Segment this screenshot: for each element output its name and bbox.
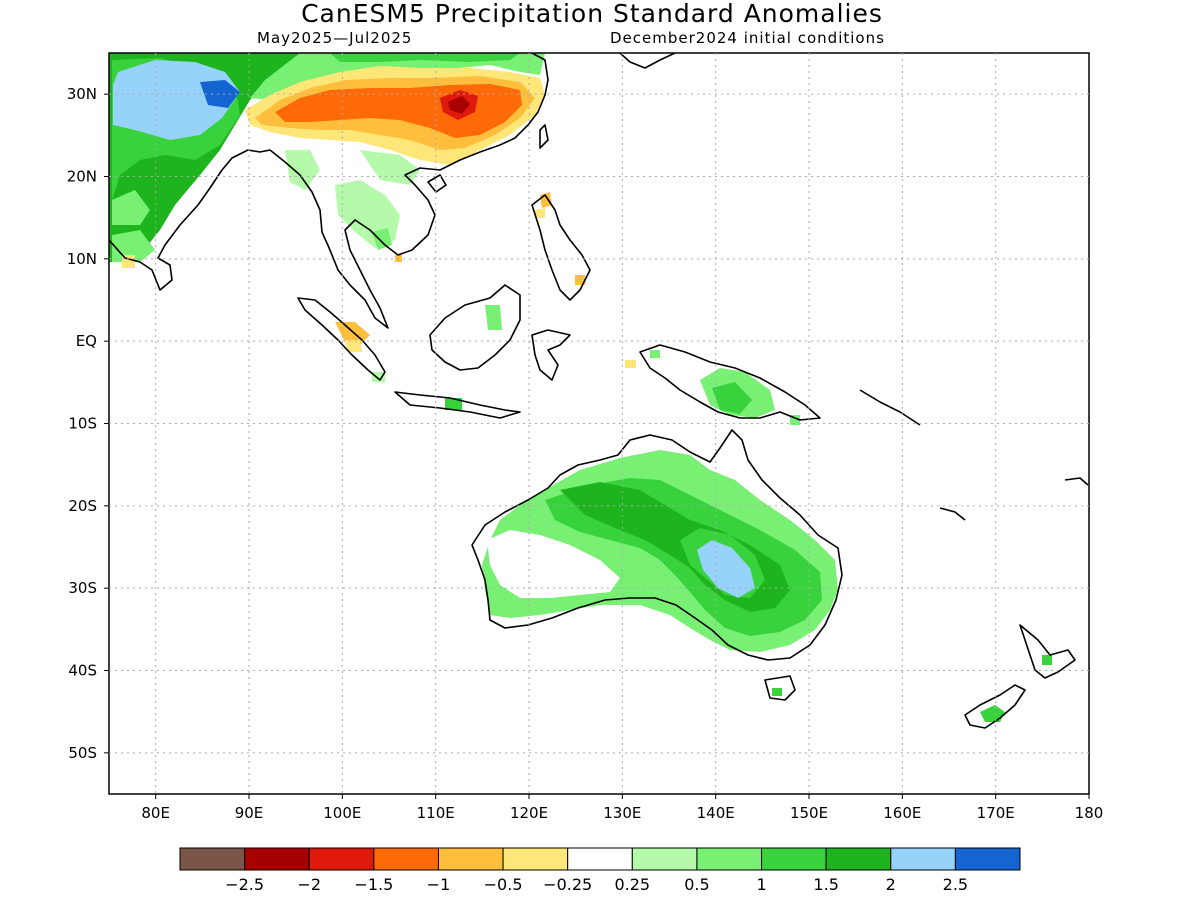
color-swatch	[244, 847, 310, 871]
color-legend: −2.5 −2 −1.5 −1 −0.5 −0.25 0.25 0.5 1 1.5 2 2.5	[179, 847, 1021, 894]
lat-tick-label: 10S	[68, 415, 97, 433]
color-legend-label: 0.5	[684, 875, 709, 894]
color-legend-label: −2	[297, 875, 321, 894]
lat-tick-label: 40S	[68, 662, 97, 680]
lon-tick-label: 170E	[977, 804, 1015, 822]
color-swatch	[954, 847, 1021, 871]
lon-tick-label: 80E	[141, 804, 170, 822]
valid-period-subtitle: May2025—Jul2025	[257, 29, 413, 47]
lat-tick-label: 10N	[67, 250, 97, 268]
color-legend-label: 2	[886, 875, 896, 894]
lon-tick-label: 150E	[790, 804, 828, 822]
anomaly-shading	[109, 53, 1052, 722]
axis-ticks: 80E 90E 100E 110E 120E 130E 140E 150E 160E 170E 18…	[67, 85, 1104, 822]
lon-tick-label: 130E	[603, 804, 641, 822]
lat-lon-grid	[109, 53, 1089, 794]
lon-tick-label: 90E	[235, 804, 264, 822]
color-legend-label: −1	[427, 875, 451, 894]
color-legend-label: 0.25	[614, 875, 650, 894]
lon-tick-label: 110E	[417, 804, 455, 822]
lat-tick-label: 20S	[68, 497, 97, 515]
lat-tick-label: EQ	[76, 332, 97, 350]
color-swatch	[437, 847, 504, 871]
lon-tick-label: 160E	[883, 804, 921, 822]
color-legend-label: −0.25	[543, 875, 592, 894]
color-legend-label: −0.5	[484, 875, 523, 894]
color-swatch	[308, 847, 375, 871]
plot-frame	[108, 52, 1090, 795]
color-swatch	[631, 847, 698, 871]
map-title: CanESM5 Precipitation Standard Anomalies	[301, 0, 883, 28]
lat-tick-label: 30N	[67, 85, 97, 103]
color-swatch	[373, 847, 439, 871]
color-swatch	[890, 847, 956, 871]
color-swatch	[179, 847, 246, 871]
lon-tick-label: 120E	[510, 804, 548, 822]
color-legend-label: 2.5	[943, 875, 968, 894]
lon-tick-label: 100E	[323, 804, 361, 822]
color-legend-label: 1.5	[813, 875, 838, 894]
color-swatch	[761, 847, 827, 871]
lat-tick-label: 30S	[68, 579, 97, 597]
lat-tick-label: 50S	[68, 744, 97, 762]
lon-tick-label: 180	[1075, 804, 1104, 822]
lat-tick-label: 20N	[67, 168, 97, 186]
color-legend-label: 1	[756, 875, 766, 894]
color-swatch	[696, 847, 763, 871]
color-legend-label: −2.5	[225, 875, 264, 894]
color-swatch	[825, 847, 892, 871]
initial-conditions-subtitle: December2024 initial conditions	[610, 29, 885, 47]
color-swatch	[502, 847, 569, 871]
color-legend-label: −1.5	[354, 875, 393, 894]
coastlines	[109, 53, 1089, 729]
color-swatch	[567, 847, 633, 871]
lon-tick-label: 140E	[697, 804, 735, 822]
